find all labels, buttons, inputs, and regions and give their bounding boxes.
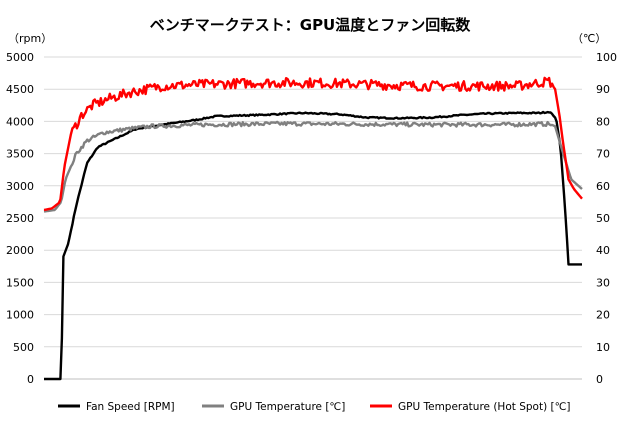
right-tick-label: 30 bbox=[596, 276, 610, 289]
series-line bbox=[44, 110, 582, 381]
left-tick-label: 0 bbox=[27, 373, 34, 386]
legend-label: GPU Temperature (Hot Spot) [℃] bbox=[398, 401, 571, 413]
right-axis-ticks: 0 10 20 30 40 50 60 70 80 90 100 bbox=[596, 51, 617, 386]
right-tick-label: 50 bbox=[596, 212, 610, 225]
right-tick-label: 70 bbox=[596, 148, 610, 161]
series-lines bbox=[43, 76, 583, 381]
left-tick-label: 2500 bbox=[6, 212, 34, 225]
right-tick-label: 20 bbox=[596, 309, 610, 322]
legend: Fan Speed [RPM] GPU Temperature [℃] GPU Te… bbox=[58, 401, 571, 413]
series-line bbox=[43, 76, 583, 212]
left-axis-ticks: 0 500 1000 1500 2000 2500 3000 3500 4000 4500 5000 bbox=[6, 51, 34, 386]
chart-title: ベンチマークテスト：GPU温度とファン回転数 bbox=[150, 16, 471, 34]
right-tick-label: 80 bbox=[596, 115, 610, 128]
left-tick-label: 4500 bbox=[6, 83, 34, 96]
left-tick-label: 3500 bbox=[6, 148, 34, 161]
left-tick-label: 2000 bbox=[6, 244, 34, 257]
right-tick-label: 100 bbox=[596, 51, 617, 64]
left-tick-label: 1000 bbox=[6, 309, 34, 322]
right-tick-label: 0 bbox=[596, 373, 603, 386]
right-axis-unit: （℃） bbox=[572, 32, 606, 45]
legend-label: GPU Temperature [℃] bbox=[230, 401, 345, 413]
left-tick-label: 5000 bbox=[6, 51, 34, 64]
right-tick-label: 10 bbox=[596, 341, 610, 354]
left-axis-unit: （rpm） bbox=[8, 32, 52, 45]
right-tick-label: 40 bbox=[596, 244, 610, 257]
left-tick-label: 3000 bbox=[6, 180, 34, 193]
gridlines bbox=[44, 56, 582, 380]
right-tick-label: 60 bbox=[596, 180, 610, 193]
series-line bbox=[43, 120, 583, 213]
left-tick-label: 1500 bbox=[6, 276, 34, 289]
legend-label: Fan Speed [RPM] bbox=[86, 401, 175, 413]
left-tick-label: 500 bbox=[13, 341, 34, 354]
right-tick-label: 90 bbox=[596, 83, 610, 96]
left-tick-label: 4000 bbox=[6, 115, 34, 128]
